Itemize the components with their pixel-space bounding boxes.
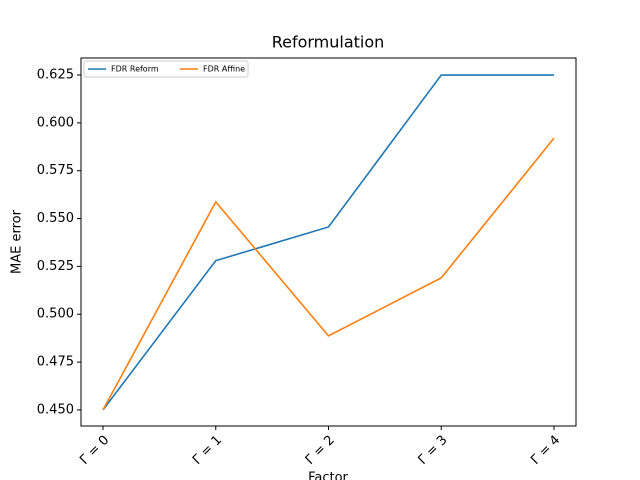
- series-line: [102, 137, 555, 411]
- plot-frame: [80, 57, 577, 427]
- legend-label: FDR Affine: [203, 65, 245, 74]
- y-tick-label: 0.475: [37, 355, 74, 370]
- legend: FDR Reform FDR Affine: [83, 60, 249, 78]
- y-tick-label: 0.550: [37, 211, 74, 226]
- y-axis-label: MAE error: [10, 209, 25, 274]
- legend-label: FDR Reform: [111, 65, 159, 74]
- y-tick-label: 0.500: [37, 307, 74, 322]
- series-line: [102, 74, 554, 411]
- x-tick-label: Γ = 1: [190, 433, 225, 468]
- x-axis-label: Factor: [308, 471, 348, 480]
- chart-title: Reformulation: [272, 33, 385, 52]
- y-tick-label: 0.600: [37, 115, 74, 130]
- y-tick-label: 0.450: [37, 402, 74, 417]
- x-tick-label: Γ = 0: [77, 433, 112, 468]
- y-tick-label: 0.525: [37, 259, 74, 274]
- legend-frame: [83, 60, 249, 78]
- x-tick-label: Γ = 3: [415, 433, 450, 468]
- y-tick-label: 0.575: [37, 163, 74, 178]
- x-tick-label: Γ = 2: [303, 433, 338, 468]
- x-tick-label: Γ = 4: [528, 433, 563, 468]
- y-tick-label: 0.625: [37, 68, 74, 83]
